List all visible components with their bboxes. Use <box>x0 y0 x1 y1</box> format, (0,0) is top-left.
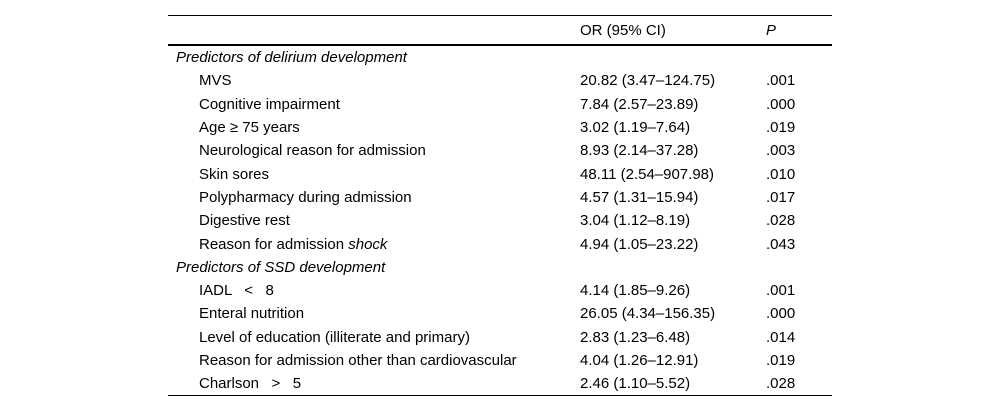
table-row: Digestive rest 3.04 (1.12–8.19) .028 <box>168 209 832 232</box>
row-or-value: 48.11 (2.54–907.98) <box>580 165 714 183</box>
row-p-value: .028 <box>766 375 796 393</box>
table-row: Cognitive impairment 7.84 (2.57–23.89) .… <box>168 93 832 116</box>
row-p-value: .003 <box>766 142 796 160</box>
row-label: Polypharmacy during admission <box>199 188 412 206</box>
row-label-italic-text: shock <box>348 235 388 253</box>
row-label: Digestive rest <box>199 212 290 230</box>
row-or-value: 4.14 (1.85–9.26) <box>580 282 691 300</box>
row-or-value: 3.02 (1.19–7.64) <box>580 119 691 137</box>
table-row: Polypharmacy during admission 4.57 (1.31… <box>168 186 832 209</box>
table-row: Age ≥ 75 years 3.02 (1.19–7.64) .019 <box>168 116 832 139</box>
row-or-value: 3.04 (1.12–8.19) <box>580 212 691 230</box>
row-label: Skin sores <box>199 165 270 183</box>
row-p-value: .010 <box>766 165 796 183</box>
row-p-value: .028 <box>766 212 796 230</box>
table-row: Level of education (illiterate and prima… <box>168 326 832 349</box>
row-p-value: .043 <box>766 235 796 253</box>
table-row: Reason for admission other than cardiova… <box>168 349 832 372</box>
row-or-value: 4.04 (1.26–12.91) <box>580 352 699 369</box>
row-label: Neurological reason for admission <box>199 142 426 160</box>
row-or-value: 20.82 (3.47–124.75) <box>580 72 716 90</box>
row-p-value: .000 <box>766 305 796 323</box>
table-row: Charlson > 5 2.46 (1.10–5.52) .028 <box>168 372 832 395</box>
row-p-value: .017 <box>766 188 796 206</box>
section-label: Predictors of SSD development <box>176 258 386 276</box>
table-section-row: Predictors of SSD development <box>168 256 832 279</box>
table-section-row: Predictors of delirium development <box>168 46 832 69</box>
table-row: Enteral nutrition 26.05 (4.34–156.35) .0… <box>168 302 832 325</box>
row-label-text: Reason for admission <box>199 235 349 253</box>
row-label: Charlson > 5 <box>199 375 302 393</box>
column-header-p: P <box>766 21 777 39</box>
row-p-value: .001 <box>766 282 796 300</box>
row-or-value: 4.94 (1.05–23.22) <box>580 235 699 253</box>
row-p-value: .014 <box>766 328 796 346</box>
column-header-or: OR (95% CI) <box>580 21 666 39</box>
results-table: OR (95% CI) P Predictors of delirium dev… <box>168 15 832 397</box>
table-header-row: OR (95% CI) P <box>168 16 832 46</box>
section-label: Predictors of delirium development <box>176 49 407 67</box>
row-label: Cognitive impairment <box>199 95 340 113</box>
row-p-value: .019 <box>766 352 796 369</box>
row-label: Reason for admission shock <box>168 237 580 252</box>
row-label: Enteral nutrition <box>199 305 305 323</box>
row-label: Reason for admission other than cardiova… <box>199 352 517 369</box>
row-label: Level of education (illiterate and prima… <box>199 328 470 346</box>
table-row: Skin sores 48.11 (2.54–907.98) .010 <box>168 162 832 185</box>
table-row: Reason for admission shock 4.94 (1.05–23… <box>168 232 832 255</box>
row-p-value: .019 <box>766 119 796 137</box>
row-or-value: 2.46 (1.10–5.52) <box>580 375 691 393</box>
table-row: MVS 20.82 (3.47–124.75) .001 <box>168 69 832 92</box>
row-p-value: .000 <box>766 95 796 113</box>
row-or-value: 8.93 (2.14–37.28) <box>580 142 699 160</box>
row-or-value: 7.84 (2.57–23.89) <box>580 95 699 113</box>
row-label: IADL < 8 <box>199 282 274 300</box>
row-or-value: 26.05 (4.34–156.35) <box>580 305 716 323</box>
table-row: IADL < 8 4.14 (1.85–9.26) .001 <box>168 279 832 302</box>
row-label: MVS <box>199 72 232 90</box>
row-p-value: .001 <box>766 72 796 90</box>
row-or-value: 2.83 (1.23–6.48) <box>580 328 691 346</box>
row-label: Age ≥ 75 years <box>199 119 300 137</box>
table-row: Neurological reason for admission 8.93 (… <box>168 139 832 162</box>
row-or-value: 4.57 (1.31–15.94) <box>580 188 699 206</box>
